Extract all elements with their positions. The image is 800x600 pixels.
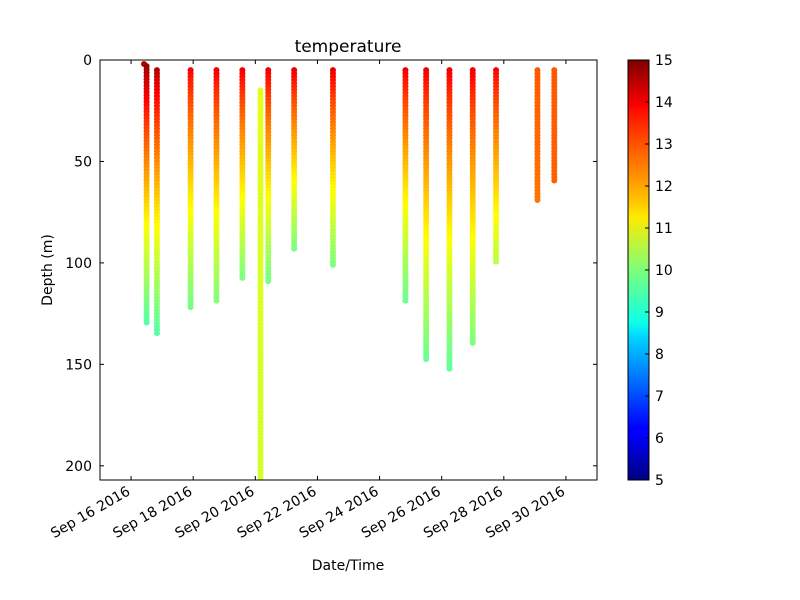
chart-title: temperature [295,37,402,57]
colorbar-tick-label: 12 [655,179,673,195]
plot-frame [99,59,598,481]
data-point [187,304,194,311]
profile-8 [265,67,272,285]
colorbar-tick-label: 7 [655,389,664,405]
data-point [265,278,272,285]
colorbar-tick-label: 5 [655,473,664,489]
colorbar-tick-label: 11 [655,221,673,237]
profile-2 [143,63,150,326]
data-point [551,177,558,184]
colorbar-tick-label: 14 [655,95,673,111]
colorbar-tick-label: 6 [655,431,664,447]
data-point [143,319,150,326]
profile-14 [469,67,476,346]
data-point [291,245,298,252]
profile-13 [446,67,453,372]
profile-3 [153,67,160,337]
y-axis: 0 50 100 150 200 [65,53,597,475]
y-tick-label: 100 [65,256,92,272]
data-point [534,197,541,203]
profile-9 [291,67,298,252]
profile-16 [534,67,541,203]
colorbar-tick-label: 15 [655,53,673,69]
y-axis-label: Depth (m) [40,234,56,306]
profile-10 [329,67,336,268]
data-point [446,365,453,372]
profile-11 [402,67,409,304]
colorbar-tick-label: 8 [655,347,664,363]
colorbar: 5 6 7 8 9 10 11 12 13 14 15 [627,53,673,489]
data-point [423,356,430,363]
y-tick-label: 50 [74,154,92,170]
y-tick-label: 200 [65,459,92,475]
profile-4 [187,67,194,311]
colorbar-tick-label: 13 [655,137,673,153]
profile-5 [213,67,220,304]
x-axis-label: Date/Time [312,558,384,574]
profile-12 [423,67,430,363]
data-point [402,297,409,304]
data-point [239,274,246,281]
profile-6 [239,67,246,281]
data-point [329,261,336,268]
colorbar-tick-label: 9 [655,305,664,321]
data-point [153,330,160,337]
profile-15 [493,67,500,265]
data-point [493,258,500,265]
data-point [469,339,476,346]
data-point [257,477,264,480]
colorbar-ticks: 5 6 7 8 9 10 11 12 13 14 15 [645,53,673,489]
y-tick-label: 0 [83,53,92,69]
data-point [213,297,220,304]
profile-17 [551,67,558,184]
data-points-layer [141,61,558,480]
y-tick-label: 150 [65,357,92,373]
profile-7 [257,87,264,480]
colorbar-tick-label: 10 [655,263,673,279]
